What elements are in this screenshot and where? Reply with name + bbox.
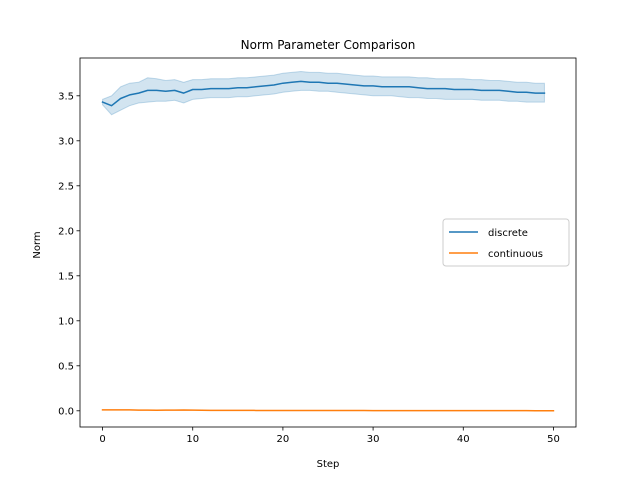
confidence-band-discrete [102,70,545,116]
y-tick-label: 1.0 [58,316,74,327]
plot-area: 0 10 20 30 40 50 0.0 0.5 1.0 1.5 2.0 2.5 3.0 3.5 [58,57,577,445]
y-tick-label: 3.0 [58,136,74,147]
x-tick-label: 10 [186,434,199,445]
chart-title: Norm Parameter Comparison [241,38,416,52]
legend-frame [442,218,570,267]
y-axis-title: Norm [32,231,43,258]
x-tick-label: 50 [547,434,560,445]
y-tick-label: 3.5 [58,91,74,102]
legend: discrete continuous [442,218,570,267]
y-tick-label: 1.5 [58,271,74,282]
x-axis-title: Step [317,459,340,470]
series-line-continuous [101,409,555,412]
y-tick-label: 0.0 [58,406,74,417]
y-tick-label: 2.5 [58,181,74,192]
legend-label-discrete: discrete [488,228,528,239]
y-tick-label: 0.5 [58,361,74,372]
series-line-discrete [101,80,546,107]
axes-frame [79,57,577,428]
legend-label-continuous: continuous [488,249,543,260]
x-tick-label: 30 [367,434,380,445]
x-tick-label: 40 [457,434,470,445]
x-tick-label: 20 [277,434,290,445]
x-tick-label: 0 [99,434,105,445]
y-tick-label: 2.0 [58,226,74,237]
